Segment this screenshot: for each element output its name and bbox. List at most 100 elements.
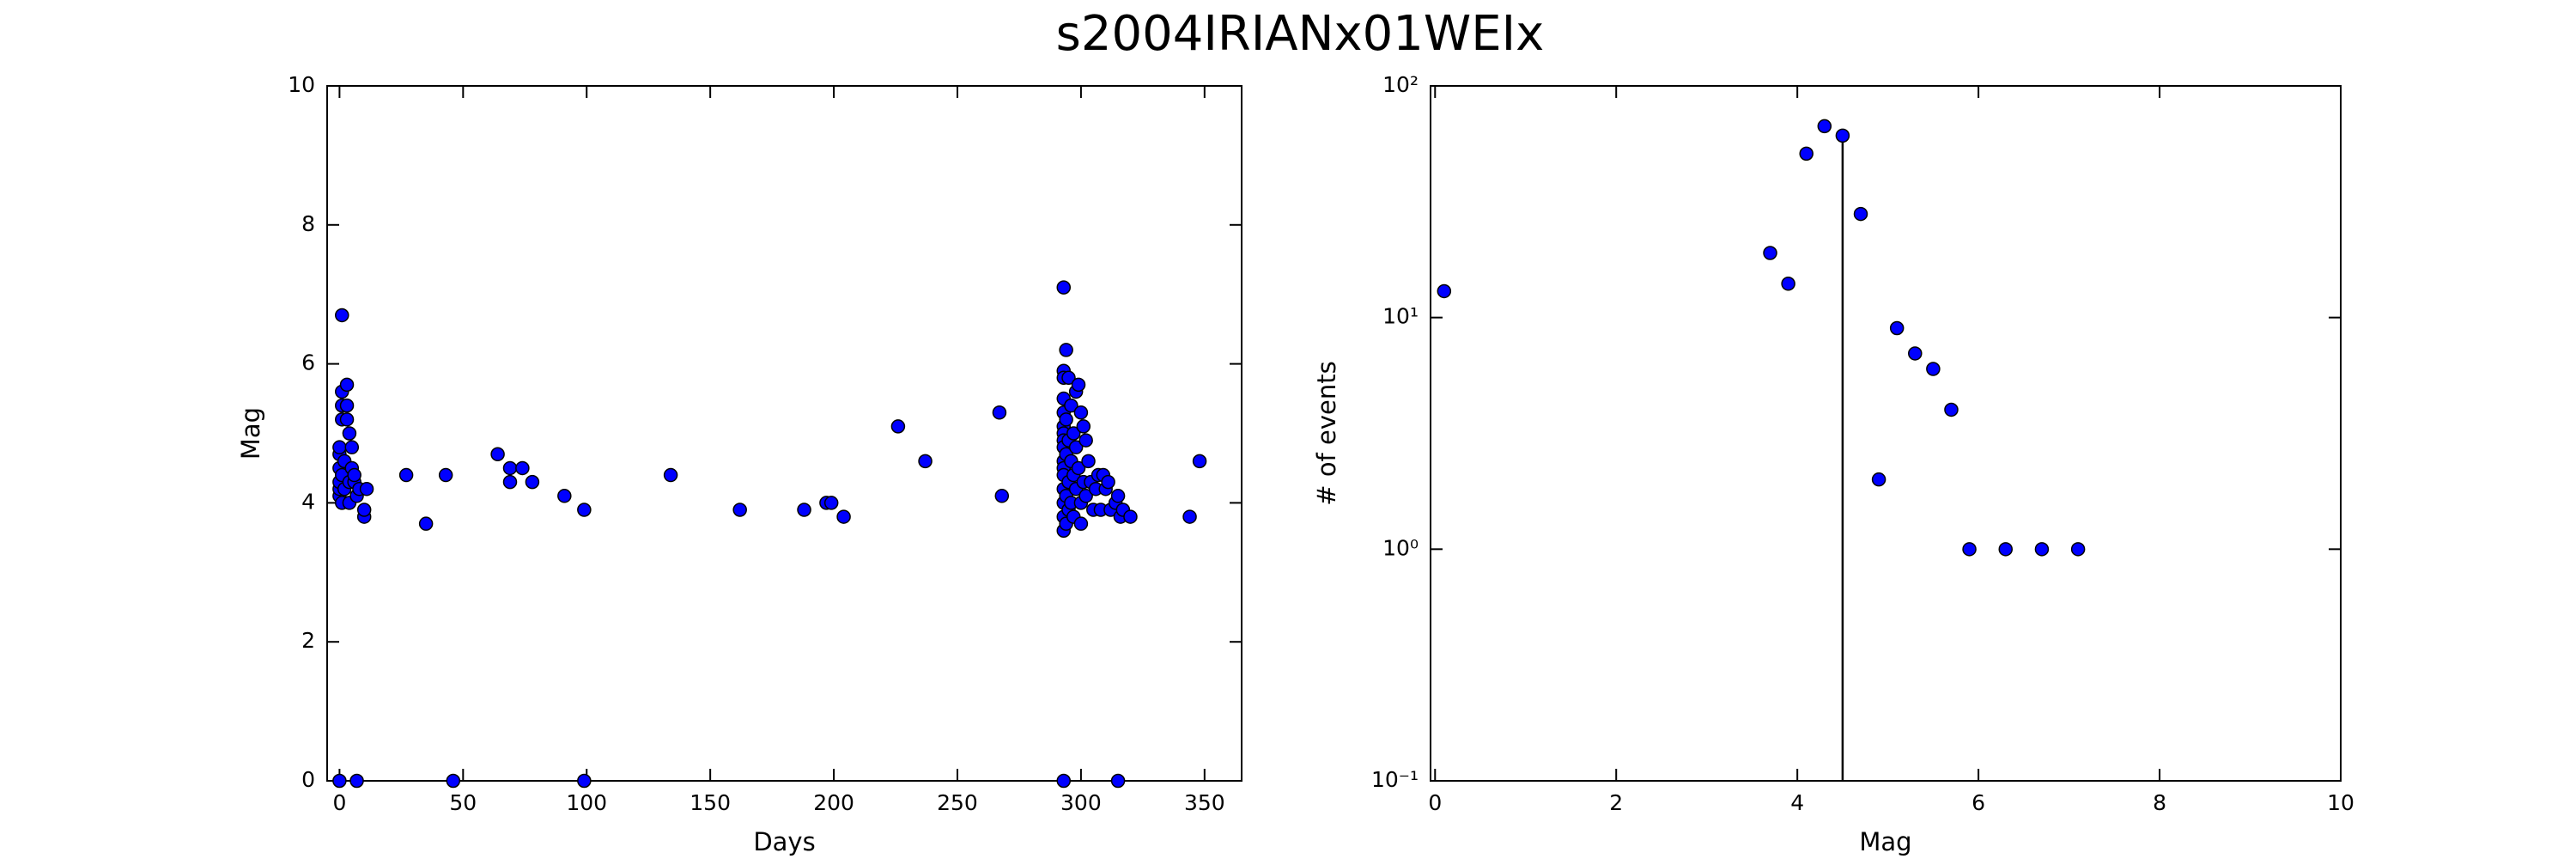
x-tick-label: 10 [2327,790,2354,815]
point [797,503,811,517]
point [1059,412,1073,427]
x-tick-label: 8 [2153,790,2166,815]
point [515,460,530,476]
point [1076,419,1091,434]
y-axis-label: # of events [1312,361,1341,505]
point [347,467,361,483]
point [1908,346,1923,361]
x-tick-label: 6 [1971,790,1985,815]
point [577,773,592,789]
point [1071,377,1086,393]
point [1073,516,1089,531]
point [490,447,505,462]
figure-title: s2004IRIANx01WEIx [1056,6,1545,62]
point [332,773,347,789]
y-tick-label: 2 [301,628,315,653]
point [1889,320,1905,336]
y-tick-label: 10¹ [1382,304,1419,329]
point [732,503,747,517]
point [823,496,839,510]
point [1871,472,1886,487]
point [1763,246,1777,260]
point [994,489,1010,503]
point [1835,128,1850,143]
x-tick-label: 250 [937,790,978,815]
plot-frame [326,85,1242,782]
point [1073,405,1089,420]
point [502,460,518,476]
x-tick-label: 2 [1609,790,1623,815]
point [1101,474,1115,490]
point [1059,343,1073,357]
x-tick-label: 100 [566,790,607,815]
point [1068,440,1084,454]
point [836,509,851,524]
point [356,503,372,517]
point [2070,542,2086,557]
point [663,467,678,483]
x-tick-label: 350 [1184,790,1225,815]
point [1437,283,1452,299]
point [1817,119,1832,134]
x-tick-label: 150 [690,790,731,815]
point [1182,509,1197,524]
point [918,454,933,469]
y-tick-label: 6 [301,350,315,375]
point [1066,426,1081,441]
point [1944,402,1959,417]
y-tick-label: 0 [301,767,315,792]
point [398,467,414,483]
point [525,474,540,490]
point [1998,542,2014,557]
point [1078,433,1093,448]
point [339,377,355,393]
point [1061,370,1076,386]
point [1056,773,1072,789]
point [1962,542,1977,557]
x-tick-label: 4 [1790,790,1804,815]
point [557,489,572,503]
x-tick-label: 200 [813,790,854,815]
point [359,481,374,497]
point [1081,454,1096,469]
y-tick-label: 4 [301,489,315,514]
point [992,405,1007,420]
point [418,516,434,531]
x-tick-label: 0 [1428,790,1442,815]
point [1110,489,1126,503]
point [339,398,355,413]
point [335,308,349,323]
point [1078,489,1093,503]
x-axis-label: Mag [1859,827,1911,856]
x-axis-label: Days [753,827,815,856]
point [1853,206,1868,222]
point [349,773,364,789]
point [344,440,360,454]
point [1192,454,1207,469]
point [1781,277,1795,291]
x-tick-label: 0 [332,790,346,815]
point [890,419,906,434]
y-tick-label: 10 [288,72,315,97]
point [1110,773,1126,789]
point [446,773,461,789]
point [1123,509,1138,524]
point [438,467,453,483]
y-tick-label: 8 [301,211,315,236]
point [502,474,518,490]
point [2034,542,2050,557]
point [1799,146,1814,161]
point [1056,280,1072,295]
point [1064,398,1078,413]
point [339,412,355,427]
point [1071,460,1086,476]
x-tick-label: 300 [1060,790,1102,815]
point [332,440,347,454]
y-tick-label: 10⁻¹ [1371,767,1419,792]
x-tick-label: 50 [449,790,477,815]
plot-frame [1430,85,2342,782]
y-tick-label: 10⁰ [1382,535,1419,560]
point [1926,362,1941,376]
